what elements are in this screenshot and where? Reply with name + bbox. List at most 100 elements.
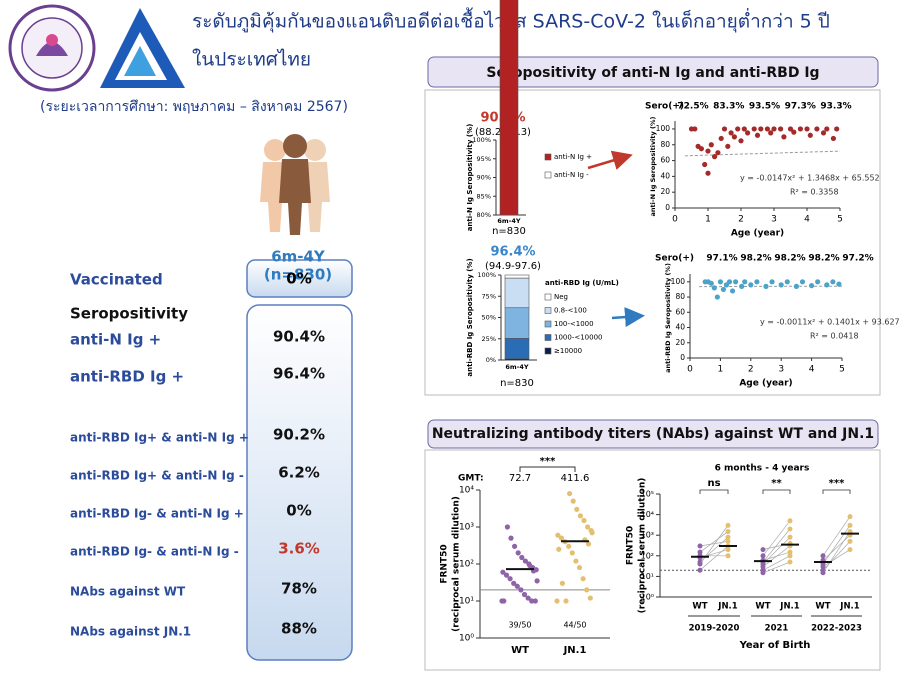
panel-title-box <box>427 419 879 449</box>
significance: *** <box>540 456 556 467</box>
point <box>532 598 538 604</box>
pair-line <box>822 549 851 567</box>
point <box>754 132 761 138</box>
children-illustration <box>260 134 330 235</box>
y-tick-label: 80 <box>675 292 685 301</box>
point <box>847 538 853 544</box>
y-tick-label: 100% <box>472 136 491 144</box>
point <box>567 490 573 497</box>
y-tick-label: 90% <box>477 174 491 182</box>
legend-label: ≥10000 <box>554 347 582 355</box>
significance-bracket <box>822 489 851 494</box>
legend-swatch <box>544 307 552 314</box>
y-tick-label: 100% <box>477 271 496 279</box>
x-tick-label: 0 <box>687 365 693 375</box>
x-tick-label: JN.1 <box>779 602 800 612</box>
y-label: anti-RBD Ig Seropositivity (%) <box>466 258 474 376</box>
significance: *** <box>829 478 845 489</box>
point <box>519 554 525 561</box>
point <box>574 506 580 512</box>
point <box>836 281 842 287</box>
significance-bracket <box>699 489 729 494</box>
point <box>697 543 703 549</box>
y-tick-label: 75% <box>482 292 496 300</box>
panel-title: Neutralizing antibody titers (NAbs) agai… <box>432 426 874 442</box>
legend-swatch <box>544 334 552 341</box>
point <box>585 524 591 530</box>
bar-segment <box>504 274 530 279</box>
point <box>754 279 760 285</box>
y-tick-label: 80% <box>477 211 491 219</box>
point <box>725 553 731 559</box>
sero-label: 83.3% <box>713 102 744 112</box>
y-tick-label: 0% <box>486 356 496 364</box>
pair-line <box>762 536 791 565</box>
x-label: Age (year) <box>739 379 792 389</box>
y-label: anti-N Ig Seropositivity (%) <box>466 124 474 232</box>
sero-label: 97.2% <box>842 254 873 264</box>
sero-label: 97.3% <box>785 102 816 112</box>
row-value: 78% <box>281 580 317 598</box>
row-label: anti-RBD Ig- & anti-N Ig - <box>70 545 239 559</box>
x-tick-label: 5 <box>839 365 845 375</box>
significance-bracket <box>519 466 576 472</box>
point <box>787 526 793 532</box>
point <box>768 130 774 136</box>
x-tick-label: 3 <box>771 215 777 225</box>
point <box>735 126 741 132</box>
point <box>511 543 518 549</box>
sero-label: 93.3% <box>820 102 851 112</box>
x-tick-label: JN.1 <box>563 645 587 656</box>
ci: (94.9-97.6) <box>485 261 541 272</box>
study-period: (ระยะเวลาการศึกษา: พฤษภาคม – สิงหาคม 256… <box>40 99 348 115</box>
point <box>697 567 703 573</box>
point <box>725 538 731 544</box>
row-label: anti-RBD Ig+ & anti-N Ig + <box>70 431 249 445</box>
point <box>705 148 711 154</box>
point <box>705 170 711 176</box>
point <box>581 517 587 524</box>
chart-title: 6 months - 4 years <box>715 464 810 474</box>
y-tick-label: 10³ <box>459 523 474 533</box>
pair-line <box>762 555 791 571</box>
bar-segment <box>504 307 530 339</box>
legend-label: anti-N Ig - <box>554 171 589 179</box>
point <box>760 547 766 553</box>
legend-title: anti-RBD Ig (U/mL) <box>545 279 619 287</box>
pair-line <box>762 551 791 561</box>
legend-label: 0.8-<100 <box>554 307 587 315</box>
sero-label: 97.1% <box>706 254 737 264</box>
point <box>720 286 727 293</box>
point <box>784 279 790 285</box>
point <box>725 534 731 540</box>
y-tick-label: 10² <box>641 551 654 560</box>
point <box>728 130 734 136</box>
legend-swatch <box>544 293 552 301</box>
gmt-value: 72.7 <box>509 473 531 484</box>
x-tick-label: WT <box>511 645 529 656</box>
y-tick-label: 20 <box>660 187 670 196</box>
y-tick-label: 80 <box>660 140 670 149</box>
arrow <box>611 307 645 328</box>
equation: y = -0.0011x² + 0.1401x + 93.627 <box>760 318 900 327</box>
x-tick-label: 5 <box>837 215 843 225</box>
title: ในประเทศไทย <box>192 49 311 71</box>
section-heading: Seropositivity <box>70 305 188 323</box>
point <box>733 279 739 285</box>
point <box>787 553 793 559</box>
legend-swatch <box>544 320 552 328</box>
y-label: FRNT50 <box>440 544 450 583</box>
row-label: anti-RBD Ig- & anti-N Ig + <box>70 507 244 521</box>
legend-label: 100-<1000 <box>554 320 594 328</box>
y-tick-label: 10⁴ <box>641 510 654 519</box>
x-tick-label: WT <box>755 602 770 612</box>
group-label: 6m-4Y <box>271 248 326 266</box>
row-label: anti-RBD Ig + <box>70 368 184 386</box>
x-tick-label: 6m-4Y <box>505 363 529 371</box>
point <box>787 559 793 565</box>
x-tick-label: 3 <box>778 365 784 375</box>
point <box>748 282 754 288</box>
point <box>834 126 840 132</box>
sero-title: Sero(+) <box>655 254 694 264</box>
x-tick-label: 4 <box>804 215 810 225</box>
